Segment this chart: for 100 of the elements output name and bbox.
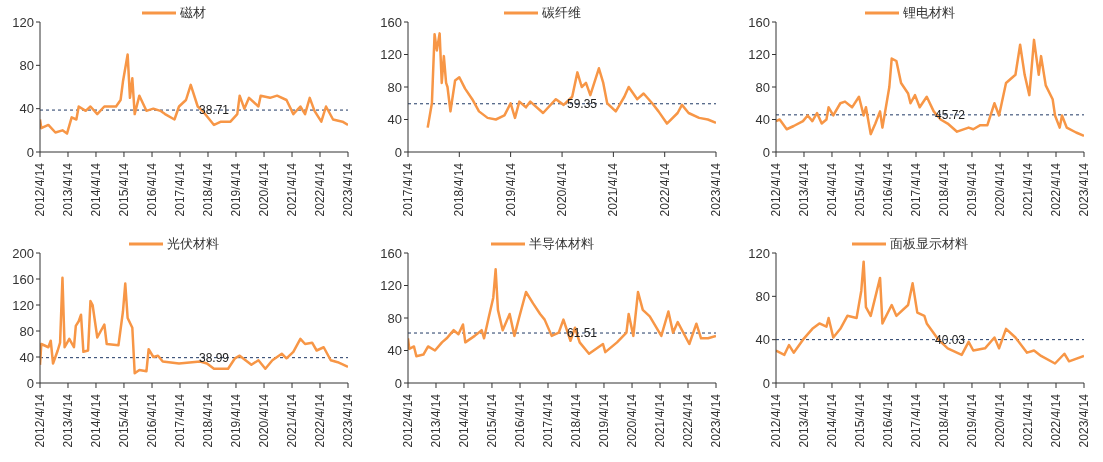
x-tick-label: 2022/4/14 (313, 162, 328, 217)
x-tick-label: 2017/4/14 (401, 162, 415, 217)
x-tick-label: 2014/4/14 (824, 393, 839, 448)
x-tick-label: 2015/4/14 (116, 162, 131, 217)
x-tick-label: 2016/4/14 (881, 162, 896, 217)
x-tick-label: 2023/4/14 (341, 162, 355, 217)
x-tick-label: 2012/4/14 (33, 162, 47, 217)
x-tick-label: 2022/4/14 (1049, 393, 1064, 448)
x-tick-label: 2013/4/14 (796, 162, 811, 217)
x-tick-label: 2021/4/14 (1021, 162, 1036, 217)
x-tick-label: 2023/4/14 (1077, 162, 1091, 217)
y-tick-label: 40 (19, 349, 34, 365)
y-tick-label: 200 (12, 245, 34, 261)
x-tick-label: 2018/4/14 (568, 393, 583, 448)
line-series (426, 32, 716, 129)
x-tick-label: 2018/4/14 (452, 162, 467, 217)
x-tick-label: 2019/4/14 (964, 162, 979, 217)
x-tick-label: 2022/4/14 (1049, 162, 1064, 217)
x-tick-label: 2018/4/14 (936, 162, 951, 217)
x-tick-label: 2019/4/14 (503, 162, 518, 217)
y-tick-label: 120 (380, 47, 402, 63)
y-tick-label: 80 (755, 288, 770, 304)
y-tick-label: 0 (394, 375, 402, 391)
x-tick-label: 2023/4/14 (1077, 393, 1091, 448)
x-tick-label: 2020/4/14 (555, 162, 570, 217)
x-tick-label: 2013/4/14 (60, 162, 75, 217)
x-tick-label: 2012/4/14 (401, 393, 415, 448)
x-tick-label: 2023/4/14 (709, 162, 723, 217)
x-tick-label: 2018/4/14 (936, 393, 951, 448)
y-tick-label: 40 (755, 112, 770, 128)
y-tick-label: 120 (12, 297, 34, 313)
x-tick-label: 2016/4/14 (145, 162, 160, 217)
x-tick-label: 2020/4/14 (257, 162, 272, 217)
y-tick-label: 160 (748, 14, 770, 30)
x-tick-label: 2014/4/14 (88, 162, 103, 217)
x-tick-label: 2012/4/14 (769, 393, 783, 448)
y-tick-label: 160 (12, 271, 34, 287)
x-tick-label: 2022/4/14 (681, 393, 696, 448)
x-tick-label: 2019/4/14 (964, 393, 979, 448)
x-tick-label: 2020/4/14 (625, 393, 640, 448)
x-tick-label: 2015/4/14 (852, 162, 867, 217)
line-series (776, 38, 1084, 137)
x-tick-label: 2018/4/14 (200, 162, 215, 217)
x-tick-label: 2016/4/14 (513, 393, 528, 448)
y-tick-label: 80 (19, 57, 34, 73)
x-tick-label: 2017/4/14 (173, 162, 188, 217)
x-tick-label: 2022/4/14 (313, 393, 328, 448)
x-tick-label: 2014/4/14 (456, 393, 471, 448)
y-tick-label: 120 (12, 14, 34, 30)
y-tick-label: 0 (762, 144, 770, 160)
x-tick-label: 2012/4/14 (769, 162, 783, 217)
y-tick-label: 120 (748, 47, 770, 63)
x-tick-label: 2021/4/14 (1021, 393, 1036, 448)
y-tick-label: 40 (755, 332, 770, 348)
line-series (408, 268, 716, 358)
x-tick-label: 2014/4/14 (88, 393, 103, 448)
legend-label: 光伏材料 (167, 235, 219, 253)
y-tick-label: 40 (387, 343, 402, 359)
legend-label: 锂电材料 (903, 4, 955, 22)
ref-line-label: 59.35 (566, 97, 598, 112)
legend-label: 碳纤维 (541, 4, 581, 22)
y-tick-label: 120 (380, 278, 402, 294)
x-tick-label: 2019/4/14 (228, 393, 243, 448)
x-tick-label: 2021/4/14 (606, 162, 621, 217)
x-tick-label: 2013/4/14 (428, 393, 443, 448)
y-tick-label: 120 (748, 245, 770, 261)
y-tick-label: 0 (394, 144, 402, 160)
y-tick-label: 40 (19, 101, 34, 117)
legend-label: 半导体材料 (528, 235, 594, 253)
y-tick-label: 80 (19, 323, 34, 339)
y-tick-label: 160 (380, 14, 402, 30)
x-tick-label: 2017/4/14 (909, 393, 924, 448)
x-tick-label: 2017/4/14 (173, 393, 188, 448)
y-tick-label: 80 (755, 79, 770, 95)
x-tick-label: 2017/4/14 (909, 162, 924, 217)
legend-label: 磁材 (180, 4, 206, 22)
x-tick-label: 2019/4/14 (596, 393, 611, 448)
y-tick-label: 0 (26, 375, 34, 391)
line-series (40, 53, 348, 135)
y-tick-label: 0 (762, 375, 770, 391)
x-tick-label: 2016/4/14 (145, 393, 160, 448)
x-tick-label: 2019/4/14 (228, 162, 243, 217)
x-tick-label: 2017/4/14 (541, 393, 556, 448)
x-tick-label: 2023/4/14 (709, 393, 723, 448)
y-tick-label: 80 (387, 310, 402, 326)
x-tick-label: 2020/4/14 (257, 393, 272, 448)
legend-label: 面板显示材料 (890, 235, 968, 253)
x-tick-label: 2022/4/14 (657, 162, 672, 217)
x-tick-label: 2020/4/14 (993, 162, 1008, 217)
x-tick-label: 2020/4/14 (993, 393, 1008, 448)
x-tick-label: 2021/4/14 (653, 393, 668, 448)
y-tick-label: 40 (387, 112, 402, 128)
x-tick-label: 2013/4/14 (796, 393, 811, 448)
x-tick-label: 2015/4/14 (484, 393, 499, 448)
x-tick-label: 2016/4/14 (881, 393, 896, 448)
x-tick-label: 2015/4/14 (116, 393, 131, 448)
y-tick-label: 80 (387, 79, 402, 95)
line-series (40, 276, 348, 375)
x-tick-label: 2018/4/14 (200, 393, 215, 448)
x-tick-label: 2012/4/14 (33, 393, 47, 448)
